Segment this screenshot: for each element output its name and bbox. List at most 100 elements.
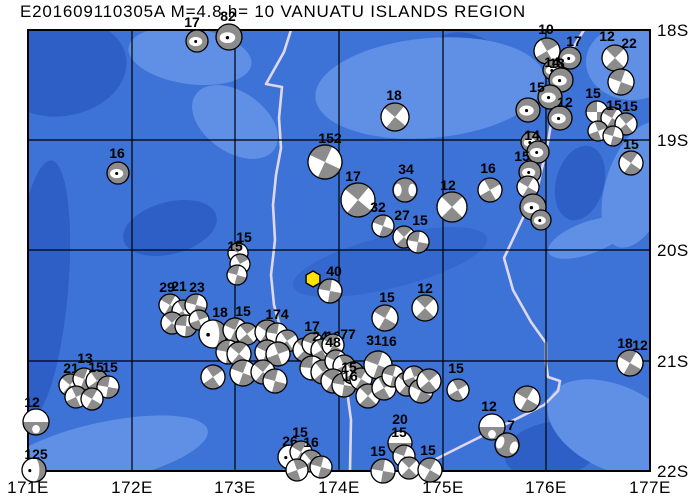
nodal-outline [392,177,418,203]
nodal-outline [397,456,421,480]
focal-mechanism-label: 15 [412,212,428,228]
tension-quadrant [32,424,40,434]
nodal-outline [516,175,540,199]
focal-mechanism-label: 15 [514,148,530,164]
bathymetry-patch [548,217,628,259]
focal-mechanism-label: 13 [77,350,93,366]
compression-quadrant [332,373,356,397]
plot-title: E201609110305A M=4.8 h= 10 VANUATU ISLAN… [20,2,526,21]
focal-mechanism [235,322,259,346]
focal-mechanism [607,68,635,96]
axis-dot [527,171,531,175]
axis-dot [284,456,288,460]
focal-mechanism-label: 13 [549,55,565,71]
compression-quadrant [266,342,290,366]
focal-mechanism [80,387,104,411]
focal-mechanism [265,341,291,367]
nodal-outline [340,182,376,218]
focal-mechanism-label: 16 [381,333,397,349]
nodal-outline [226,264,248,286]
focal-mechanism [436,191,468,223]
compression-quadrant [87,370,107,392]
axis-dot [538,219,542,222]
focal-mechanism [185,29,209,53]
focal-mechanism-label: 7 [507,417,515,433]
compression-quadrant [344,183,372,217]
lat-axis-label: 21S [657,352,689,371]
nodal-outline [618,150,644,176]
compression-quadrant [373,305,397,331]
compression-quadrant [318,279,342,303]
focal-mechanism [477,177,503,203]
axis-dot [529,205,534,210]
nodal-outline [96,375,120,399]
map-frame [27,29,651,472]
compression-quadrant [608,69,634,95]
focal-mechanism-label: 15 [102,359,118,375]
lat-axis-label: 22S [657,462,689,481]
bathymetry-patch [28,30,127,117]
focal-mechanism [340,182,376,218]
focal-mechanism [601,44,629,72]
bathymetry-patch [28,160,71,420]
compression-quadrant [203,365,223,389]
bathymetry-patch [601,122,650,248]
nodal-outline [371,214,395,238]
focal-mechanism [618,150,644,176]
focal-mechanism [417,457,443,483]
compression-quadrant [518,176,538,198]
compression-quadrant [407,231,429,253]
nodal-outline [262,368,288,394]
focal-mechanism [392,177,418,203]
nodal-outline [317,278,343,304]
lon-axis-label: 177E [629,478,671,497]
nodal-outline [477,177,503,203]
compression-quadrant [419,369,439,393]
compression-quadrant [448,379,468,401]
compression-quadrant [410,379,432,403]
nodal-outline [307,144,343,180]
focal-mechanism [309,455,333,479]
focal-mechanism-label: 17 [304,318,320,334]
focal-mechanism [215,23,243,51]
nodal-outline [607,68,635,96]
compression-quadrant [535,38,559,64]
focal-mechanism-label: 12 [440,177,456,193]
tension-quadrant [488,429,496,439]
axis-dot [557,117,561,121]
compression-quadrant [238,323,256,345]
lon-axis-label: 174E [318,478,360,497]
focal-mechanism-label: 12 [481,398,497,414]
compression-quadrant [403,366,425,388]
axis-dot [225,35,230,40]
focal-mechanism-label: 12 [24,394,40,410]
compression-quadrant [263,369,287,393]
focal-mechanism-label: 15 [391,424,407,440]
focal-mechanism-label: 15 [585,85,601,101]
focal-mechanism [602,125,624,147]
focal-mechanism-label: 15 [341,359,357,375]
tension-quadrant [496,436,505,449]
focal-mechanism-label: 12 [557,94,573,110]
focal-mechanism-label: 125 [24,446,48,462]
focal-mechanism [515,97,541,123]
focal-mechanism-label: 18 [617,335,633,351]
focal-mechanism [537,84,563,110]
focal-mechanism [446,378,470,402]
focal-mechanism [262,368,288,394]
nodal-outline [478,413,506,441]
focal-mechanism [371,214,395,238]
focal-mechanism [406,230,430,254]
axis-labels-layer: 171E 172E 173E 174E 175E 176E 177E 18S 19S 20S 21S… [7,21,689,497]
focal-mechanism-label: 23 [189,279,205,295]
nodal-outline [417,457,443,483]
focal-mechanism [200,364,226,390]
focal-mechanism [547,105,573,131]
nodal-outline [513,385,541,413]
focal-mechanism [371,304,399,332]
focal-mechanism-label: 14 [524,127,540,143]
focal-mechanism [317,278,343,304]
compression-quadrant [415,295,435,321]
